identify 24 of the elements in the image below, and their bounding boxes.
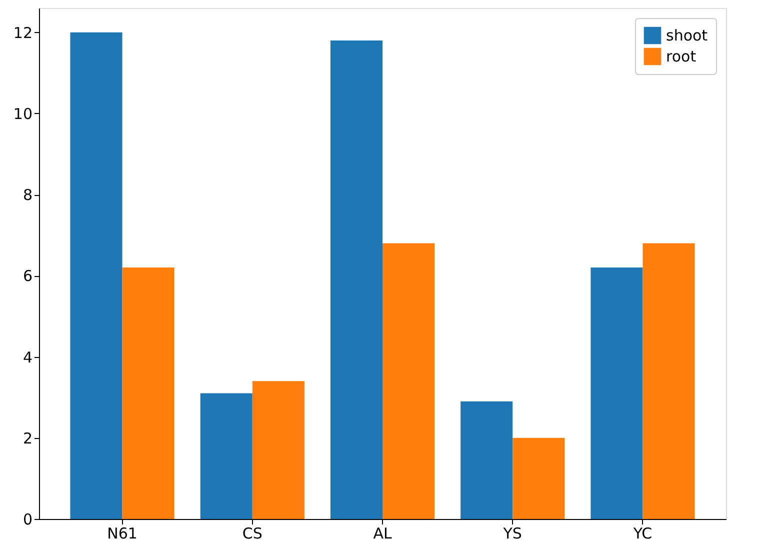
x-tick-label: AL	[373, 524, 392, 542]
bar	[642, 243, 695, 519]
bar	[460, 401, 513, 519]
bar	[70, 32, 122, 519]
bar	[252, 381, 304, 519]
bar	[330, 40, 382, 519]
bar	[590, 268, 643, 519]
legend-label: root	[666, 48, 696, 66]
bar	[512, 438, 565, 519]
y-tick-label: 0	[22, 510, 32, 528]
y-tick-label: 12	[13, 24, 32, 42]
x-tick-label: N61	[107, 524, 138, 542]
x-tick-label: YS	[502, 524, 522, 542]
bar	[382, 243, 435, 519]
y-tick-label: 8	[22, 186, 32, 204]
y-tick-label: 10	[13, 104, 32, 123]
y-tick-label: 2	[22, 429, 32, 448]
x-tick-label: YC	[632, 524, 652, 542]
x-tick-label: CS	[242, 524, 262, 542]
y-tick-label: 6	[22, 267, 32, 286]
bar	[200, 393, 252, 519]
legend-label: shoot	[666, 26, 708, 44]
bar	[122, 268, 174, 519]
y-tick-label: 4	[22, 348, 32, 366]
